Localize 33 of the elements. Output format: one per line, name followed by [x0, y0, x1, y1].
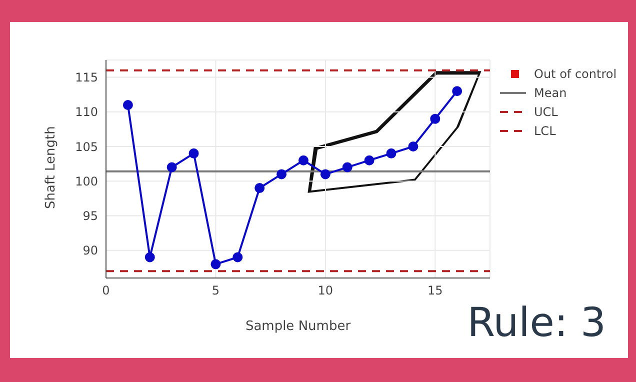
point	[166, 162, 177, 172]
point	[342, 162, 352, 172]
y-tick-label: 105	[75, 140, 98, 154]
legend-label: LCL	[534, 124, 556, 138]
y-tick-label: 100	[75, 174, 98, 188]
y-tick-label: 90	[82, 244, 98, 258]
point	[188, 148, 199, 158]
x-tick-label: 15	[428, 284, 443, 298]
legend-label: Out of control	[534, 66, 617, 80]
x-axis-title: Sample Number	[245, 319, 352, 334]
point	[210, 259, 221, 270]
y-tick-label: 95	[82, 208, 98, 223]
x-tick-label: 5	[212, 284, 220, 298]
point	[232, 252, 243, 262]
y-tick-label: 110	[75, 105, 98, 120]
point	[122, 100, 133, 110]
point	[276, 169, 287, 180]
y-tick-label: 115	[75, 70, 98, 85]
point	[386, 148, 396, 158]
y-axis-title: Shaft Length	[44, 126, 59, 209]
legend-label: Mean	[534, 86, 567, 100]
point	[298, 155, 308, 166]
point	[408, 142, 418, 152]
text: Rule: 3	[467, 300, 606, 346]
point	[254, 183, 265, 194]
x-tick-label: 0	[102, 284, 110, 298]
point	[144, 252, 155, 262]
legend-label: UCL	[534, 104, 558, 118]
point	[430, 114, 440, 124]
point	[452, 86, 462, 96]
point	[364, 155, 374, 166]
point	[320, 169, 330, 180]
x-tick-label: 10	[318, 284, 334, 298]
